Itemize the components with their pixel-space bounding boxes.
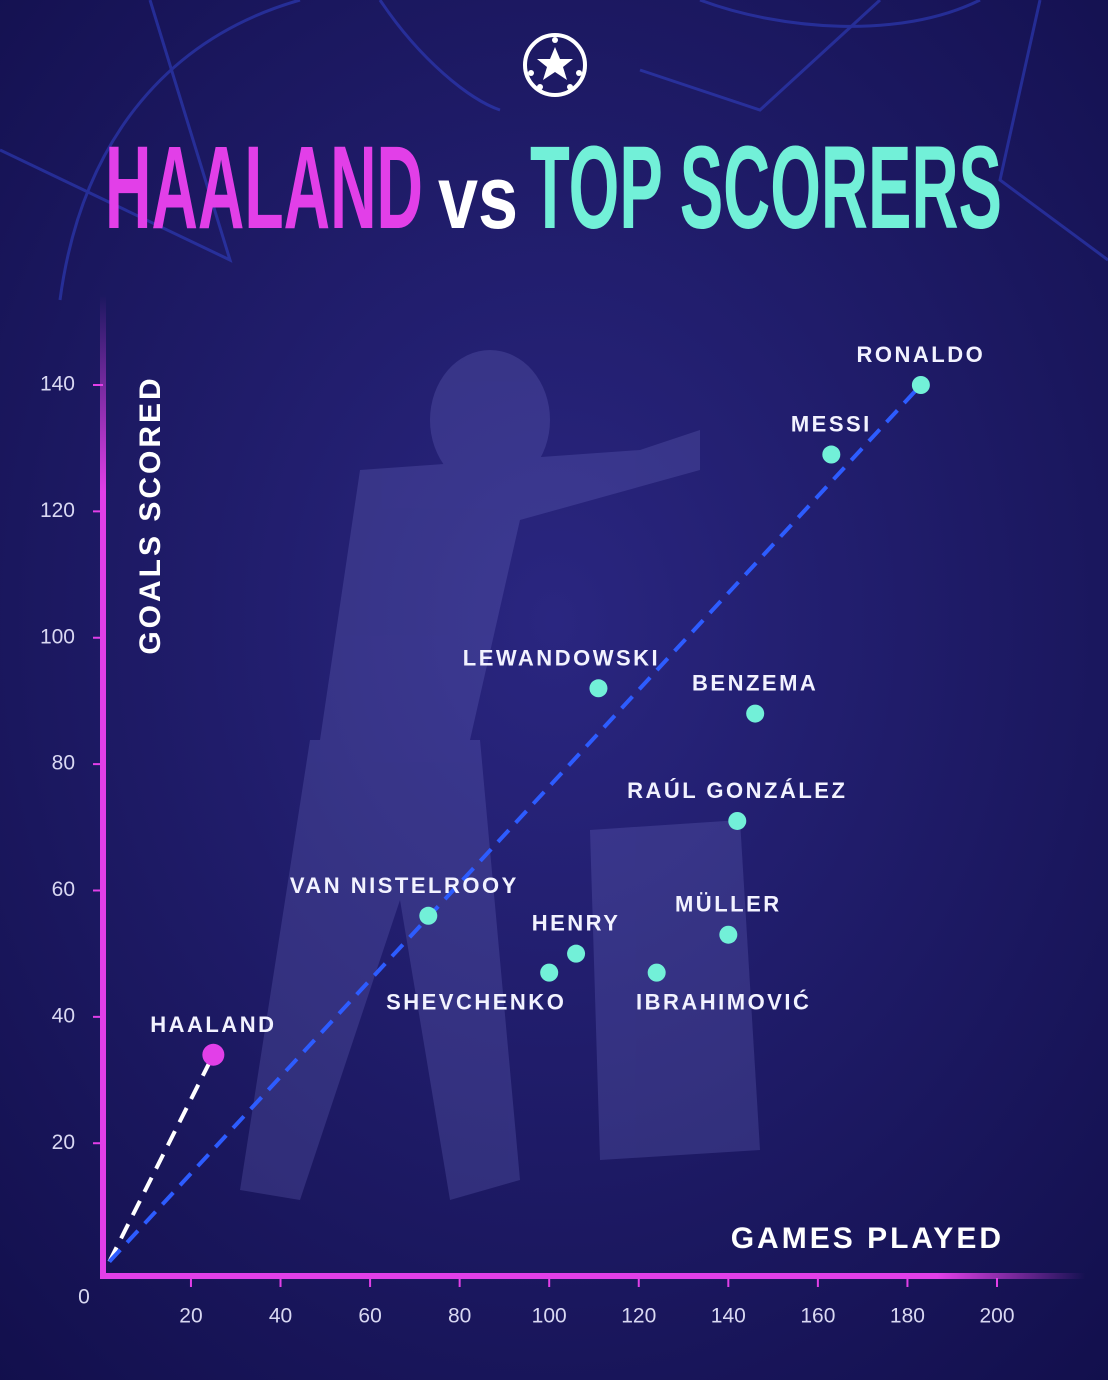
- point: [419, 906, 438, 925]
- y-axis: [100, 295, 106, 1279]
- point-label: RAÚL GONZÁLEZ: [627, 778, 847, 803]
- player-silhouette: [240, 350, 760, 1200]
- point-label: MESSI: [791, 412, 872, 437]
- point: [647, 963, 666, 982]
- point-label: BENZEMA: [692, 671, 818, 696]
- decoration: [0, 0, 1108, 301]
- y-tick-label: 60: [52, 878, 75, 901]
- point: [202, 1043, 225, 1066]
- y-tick-label: 20: [52, 1131, 75, 1154]
- x-tick-label: 160: [800, 1305, 835, 1328]
- point: [589, 679, 608, 698]
- point: [728, 811, 747, 830]
- y-tick-label: 100: [40, 625, 75, 648]
- title: HAALAND vs TOP SCORERS: [105, 122, 1002, 254]
- point-label: MÜLLER: [675, 892, 782, 917]
- x-tick-label: 140: [711, 1305, 746, 1328]
- point: [911, 376, 930, 394]
- point: [719, 925, 738, 944]
- point: [567, 944, 586, 963]
- title-rest: TOP SCORERS: [530, 122, 1002, 254]
- y-tick-label: 80: [52, 752, 75, 775]
- point-label: IBRAHIMOVIĆ: [636, 990, 811, 1015]
- point: [822, 445, 841, 464]
- ucl-logo: [523, 33, 587, 97]
- x-tick-label: 120: [621, 1305, 656, 1328]
- y-tick-label: 140: [40, 373, 75, 396]
- x-tick-label: 20: [179, 1305, 202, 1328]
- x-tick-label: 100: [532, 1305, 567, 1328]
- x-tick-label: 200: [979, 1305, 1014, 1328]
- trend-line: [107, 1053, 216, 1263]
- y-tick-label: 120: [40, 499, 75, 522]
- point: [540, 963, 559, 982]
- point-label: HAALAND: [150, 1012, 276, 1037]
- point-label: HENRY: [532, 911, 621, 936]
- x-axis-title: GAMES PLAYED: [731, 1222, 1004, 1255]
- point: [746, 704, 765, 723]
- x-tick-label: 40: [269, 1305, 292, 1328]
- point-label: RONALDO: [857, 342, 986, 367]
- y-axis-title: GOALS SCORED: [134, 375, 167, 654]
- x-tick-label: 180: [890, 1305, 925, 1328]
- y-tick-label: 0: [78, 1286, 90, 1309]
- point-label: SHEVCHENKO: [386, 990, 566, 1015]
- y-tick-label: 40: [52, 1004, 75, 1027]
- title-player: HAALAND: [105, 122, 423, 254]
- x-tick-label: 60: [358, 1305, 381, 1328]
- trend-line: [107, 383, 923, 1263]
- x-tick-label: 80: [448, 1305, 471, 1328]
- point-label: LEWANDOWSKI: [463, 645, 660, 670]
- x-axis: [100, 1273, 1085, 1279]
- point-label: VAN NISTELROOY: [290, 873, 519, 898]
- title-connector: vs: [438, 148, 518, 248]
